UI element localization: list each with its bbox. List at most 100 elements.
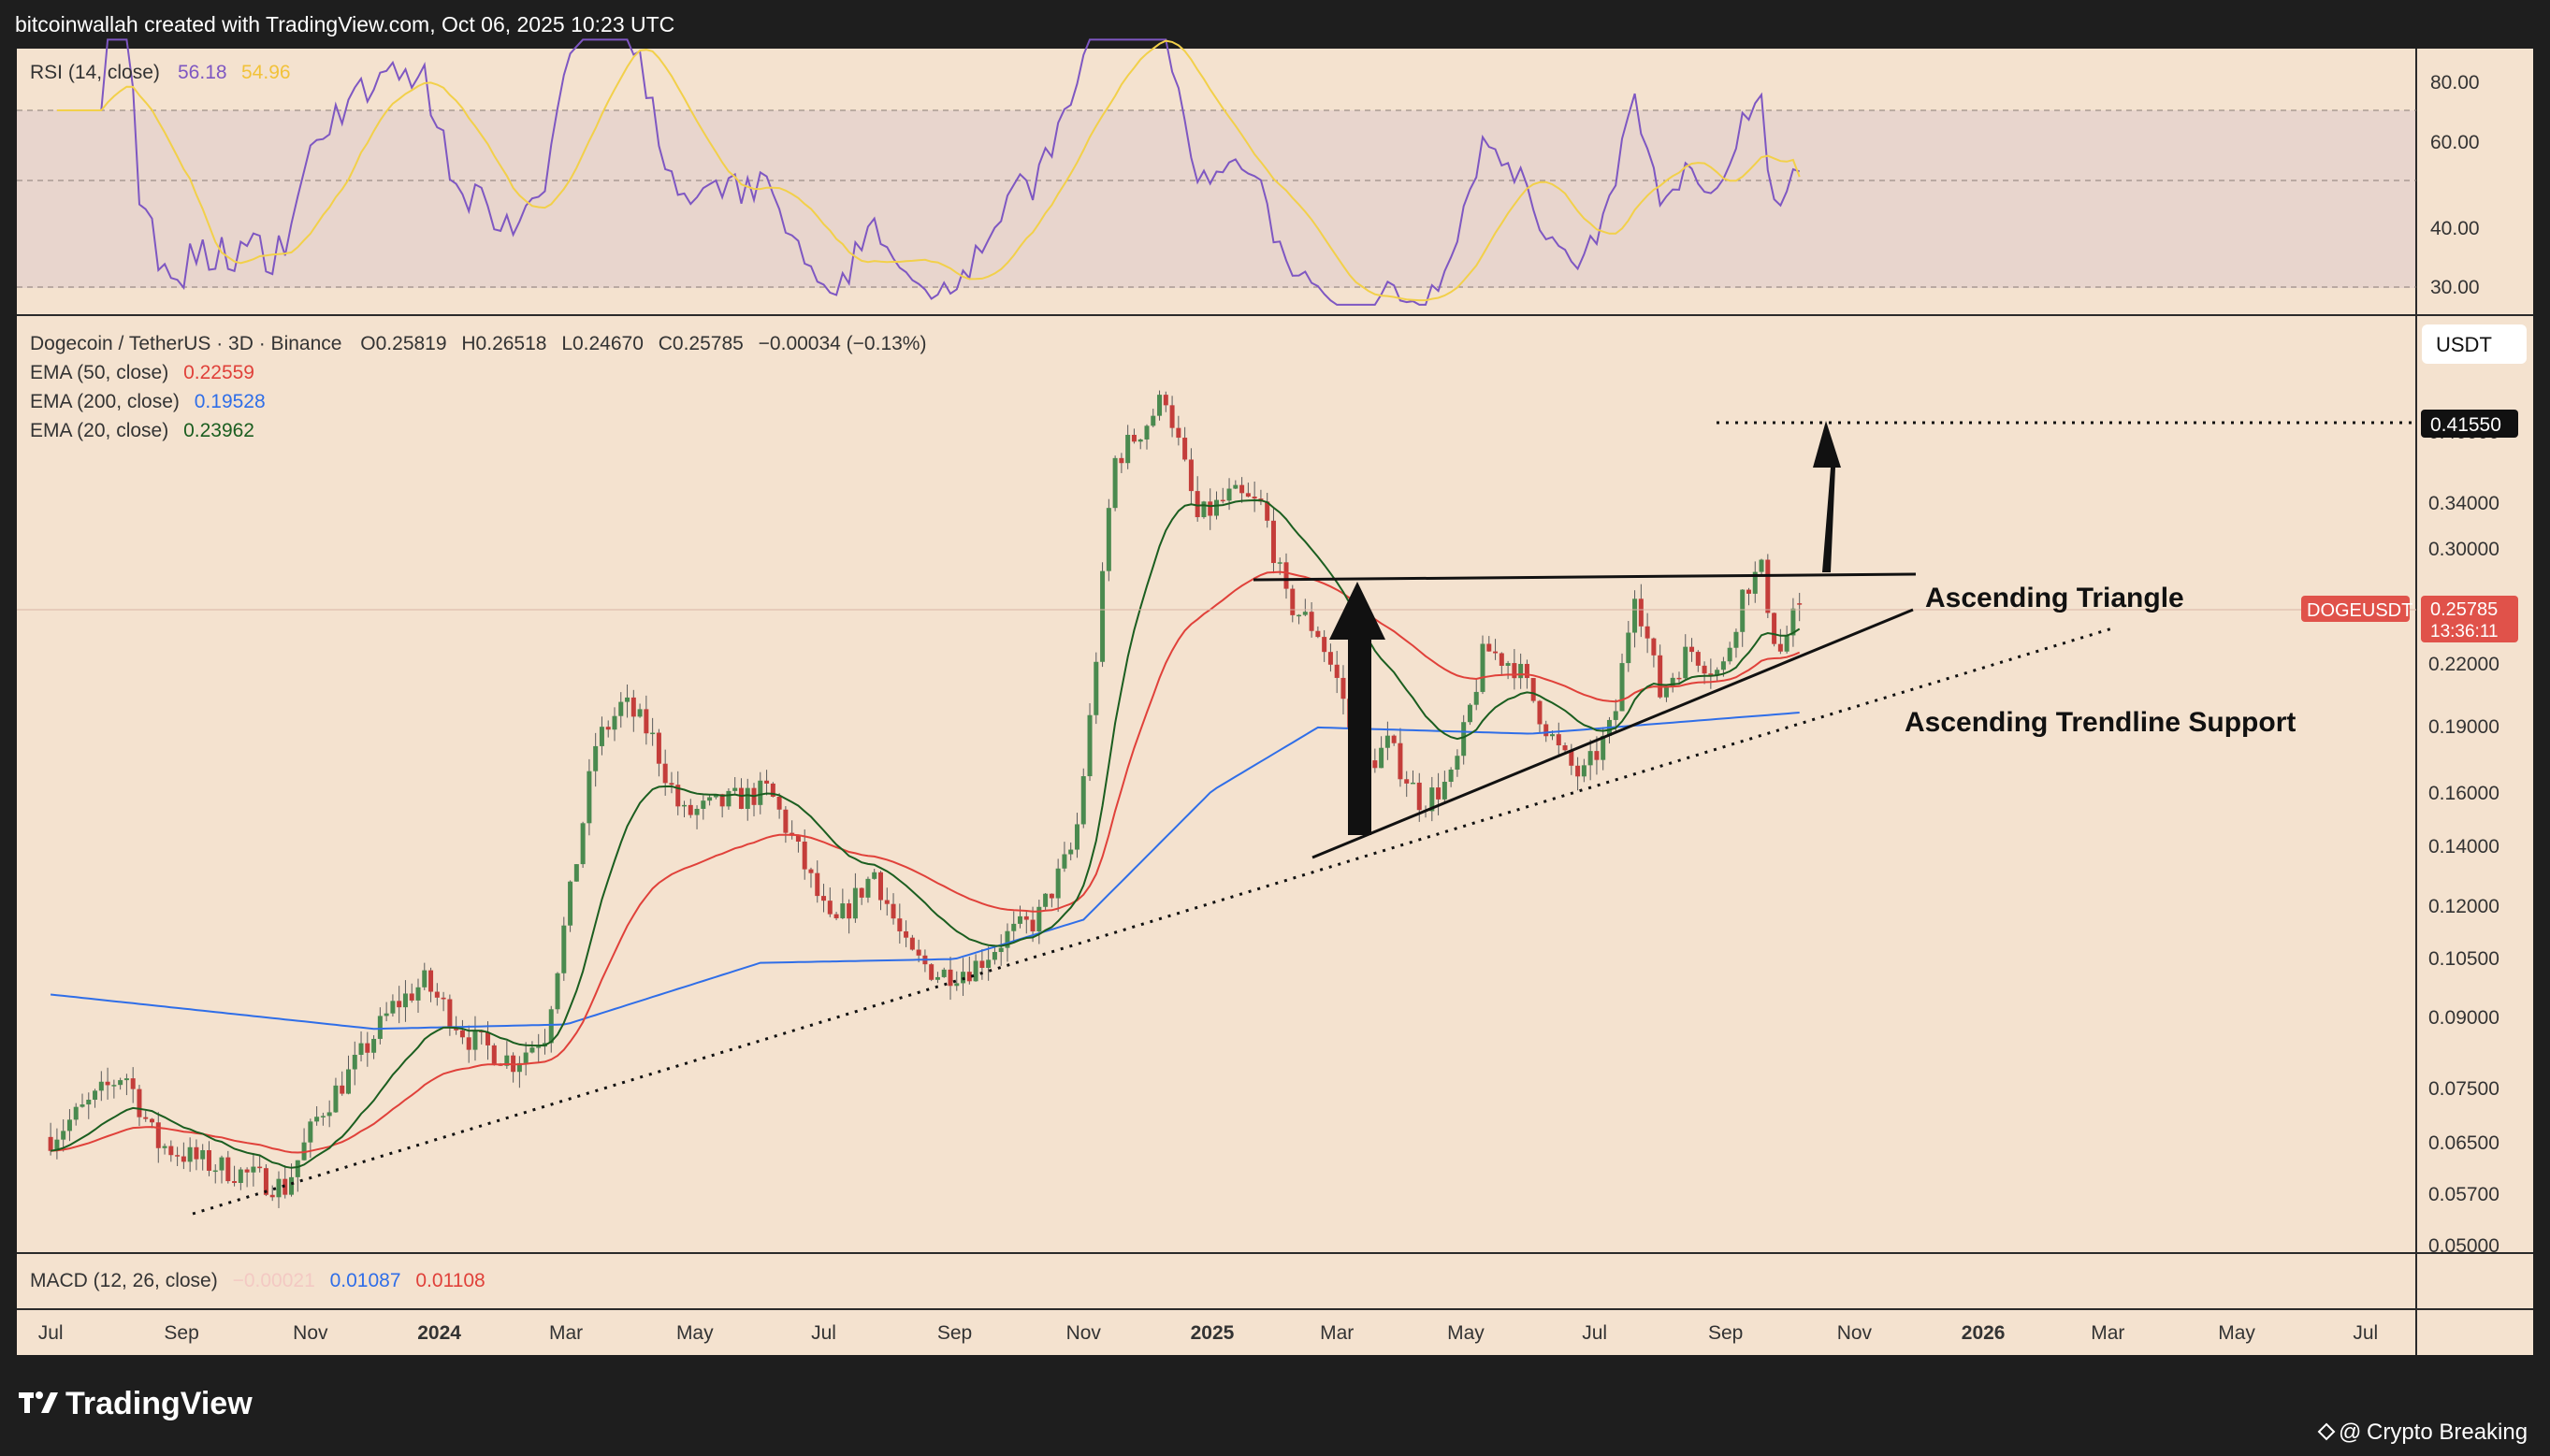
rsi-band-fill — [17, 110, 2416, 288]
candle-body — [877, 872, 883, 901]
macd-hist-value: −0.00021 — [233, 1270, 315, 1291]
candle-body — [929, 964, 935, 980]
price-tick: 0.14000 — [2428, 836, 2499, 858]
ema50-legend-value: 0.22559 — [183, 362, 254, 383]
candle-body — [1068, 849, 1074, 855]
candle-body — [130, 1078, 136, 1089]
candle-body — [345, 1069, 351, 1094]
candle-body — [358, 1043, 364, 1055]
candle-body — [713, 794, 718, 798]
time-tick-label: Mar — [1320, 1322, 1354, 1344]
candle-body — [333, 1085, 339, 1113]
time-tick-label: May — [1447, 1322, 1485, 1344]
ticker-price-tag — [2421, 596, 2518, 642]
candle-body — [459, 1030, 465, 1038]
rsi-line — [56, 38, 1801, 306]
ticker-symbol: DOGEUSDT — [2307, 600, 2412, 621]
candle-body — [1398, 742, 1403, 780]
time-tick-label: 2024 — [417, 1322, 461, 1344]
candle-body — [1619, 663, 1625, 712]
time-tick-label: Nov — [1066, 1322, 1102, 1344]
candle-body — [225, 1157, 231, 1182]
candle-body — [872, 872, 877, 879]
candle-body — [1018, 915, 1023, 924]
time-tick-label: Sep — [164, 1322, 198, 1344]
candle-body — [682, 804, 688, 807]
candle-body — [1416, 782, 1422, 811]
candle-body — [1765, 559, 1771, 613]
time-tick-label: Jul — [811, 1322, 836, 1344]
candle-body — [194, 1146, 199, 1160]
candle-body — [1587, 751, 1593, 766]
candle-body — [434, 991, 440, 998]
candle-body — [1214, 499, 1219, 516]
candle-body — [1049, 893, 1054, 899]
candle-body — [1632, 598, 1638, 633]
candle-body — [516, 1062, 522, 1073]
candle-body — [656, 732, 661, 764]
candle-body — [587, 771, 592, 824]
candle-body — [1689, 646, 1695, 653]
candle-body — [1100, 570, 1106, 662]
candle-body — [352, 1054, 357, 1070]
ema50-line — [51, 570, 1801, 1154]
candle-body — [916, 949, 921, 956]
candle-body — [1226, 488, 1232, 501]
candle-body — [770, 783, 775, 797]
candle-body — [979, 960, 985, 968]
candle-body — [1144, 425, 1150, 440]
price-tick: 0.34000 — [2428, 493, 2499, 514]
candle-body — [251, 1166, 256, 1173]
candle-body — [314, 1117, 320, 1122]
target-price-label: 0.41550 — [2430, 414, 2501, 436]
candle-body — [441, 997, 446, 1000]
footer-brand: TradingView — [65, 1386, 253, 1421]
candle-body — [111, 1085, 117, 1087]
macd-value: 0.01087 — [330, 1270, 401, 1291]
candle-body — [694, 808, 700, 815]
time-tick-label: Jul — [2353, 1322, 2378, 1344]
candle-body — [529, 1047, 535, 1053]
candle-body — [48, 1136, 53, 1151]
candle-body — [1239, 484, 1245, 494]
candle-body — [1467, 704, 1472, 723]
candle-body — [1784, 635, 1789, 652]
crypto-breaking-logo-icon: @ — [2317, 1420, 2361, 1445]
candle-body — [1137, 439, 1143, 442]
header-credit: bitcoinwallah created with TradingView.c… — [15, 12, 674, 36]
candle-body — [105, 1081, 110, 1086]
candle-body — [847, 903, 852, 919]
candle-body — [1131, 434, 1137, 442]
candle-body — [1429, 787, 1435, 812]
rsi-ma-line — [56, 39, 1801, 302]
candle-body — [1379, 747, 1384, 769]
candle-body — [1030, 919, 1036, 931]
currency-button[interactable] — [2422, 324, 2527, 364]
price-tick: 0.19000 — [2428, 716, 2499, 738]
candle-body — [821, 896, 827, 901]
candle-body — [1461, 722, 1467, 757]
candle-body — [650, 732, 656, 735]
candle-body — [504, 1055, 510, 1066]
ticker-countdown: 13:36:11 — [2430, 622, 2499, 642]
candle-body — [758, 780, 763, 805]
ascending-trendline-support — [192, 627, 2113, 1216]
candle-body — [1404, 779, 1410, 784]
candle-body — [377, 1016, 383, 1039]
candle-body — [340, 1085, 345, 1094]
candle-body — [1074, 824, 1079, 850]
candle-body — [1581, 765, 1587, 777]
candle-body — [802, 841, 807, 870]
candle-body — [61, 1131, 66, 1140]
candle-body — [909, 937, 915, 950]
macd-legend: MACD (12, 26, close) −0.00021 0.01087 0.… — [30, 1270, 485, 1291]
candle-body — [884, 900, 890, 904]
candle-body — [1543, 724, 1549, 737]
candle-body — [1790, 608, 1796, 636]
legend-open: O0.25819 — [360, 333, 446, 354]
candle-body — [390, 1001, 396, 1014]
candle-body — [1201, 501, 1207, 518]
rsi-pane: RSI (14, close) 56.18 54.96 80.00 60.00 … — [17, 38, 2480, 306]
candle-body — [409, 993, 414, 1001]
footer: TradingView @ Crypto Breaking — [19, 1386, 2528, 1445]
